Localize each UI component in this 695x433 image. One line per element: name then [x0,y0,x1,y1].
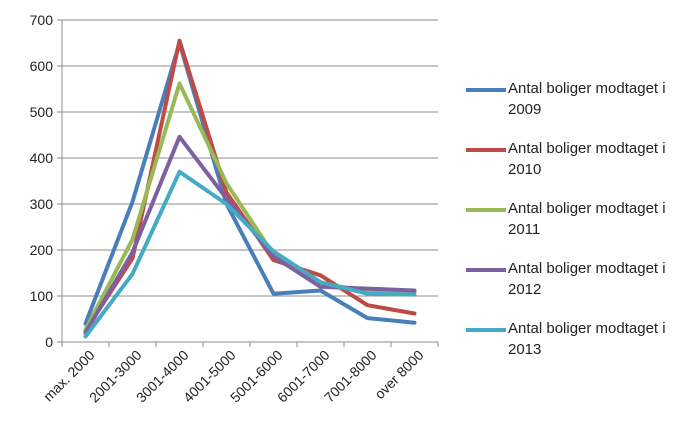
legend-label: Antal boliger modtaget i 2013 [508,320,666,358]
y-tick-label: 200 [30,242,54,258]
legend-item: Antal boliger modtaget i 2009 [466,78,695,138]
y-tick-label: 0 [45,334,53,350]
x-axis-ticks: max. 20002001-30003001-40004001-50005001… [40,347,427,406]
legend-item: Antal boliger modtaget i 2013 [466,318,695,378]
y-tick-label: 600 [30,58,54,74]
series-lines [83,38,417,339]
legend-label: Antal boliger modtaget i 2009 [508,80,666,118]
legend-swatch [466,268,506,272]
legend-item: Antal boliger modtaget i 2011 [466,198,695,258]
legend-swatch [466,328,506,332]
legend-label: Antal boliger modtaget i 2012 [508,260,666,298]
y-tick-label: 400 [30,150,54,166]
legend: Antal boliger modtaget i 2009 Antal bolig… [466,78,695,378]
legend-item: Antal boliger modtaget i 2010 [466,138,695,198]
y-tick-label: 700 [30,12,54,28]
y-axis-ticks: 0 100 200 300 400 500 600 700 [30,12,54,350]
legend-swatch [466,208,506,212]
y-tick-label: 500 [30,104,54,120]
legend-item: Antal boliger modtaget i 2012 [466,258,695,318]
axes [57,19,439,347]
x-tick-label: over 8000 [371,347,426,402]
series-line-0 [83,41,417,326]
legend-swatch [466,88,506,92]
legend-label: Antal boliger modtaget i 2010 [508,140,666,178]
y-tick-label: 300 [30,196,54,212]
legend-swatch [466,148,506,152]
series-line-4 [83,169,417,339]
y-tick-label: 100 [30,288,54,304]
legend-label: Antal boliger modtaget i 2011 [508,200,666,238]
gridlines [62,19,438,297]
